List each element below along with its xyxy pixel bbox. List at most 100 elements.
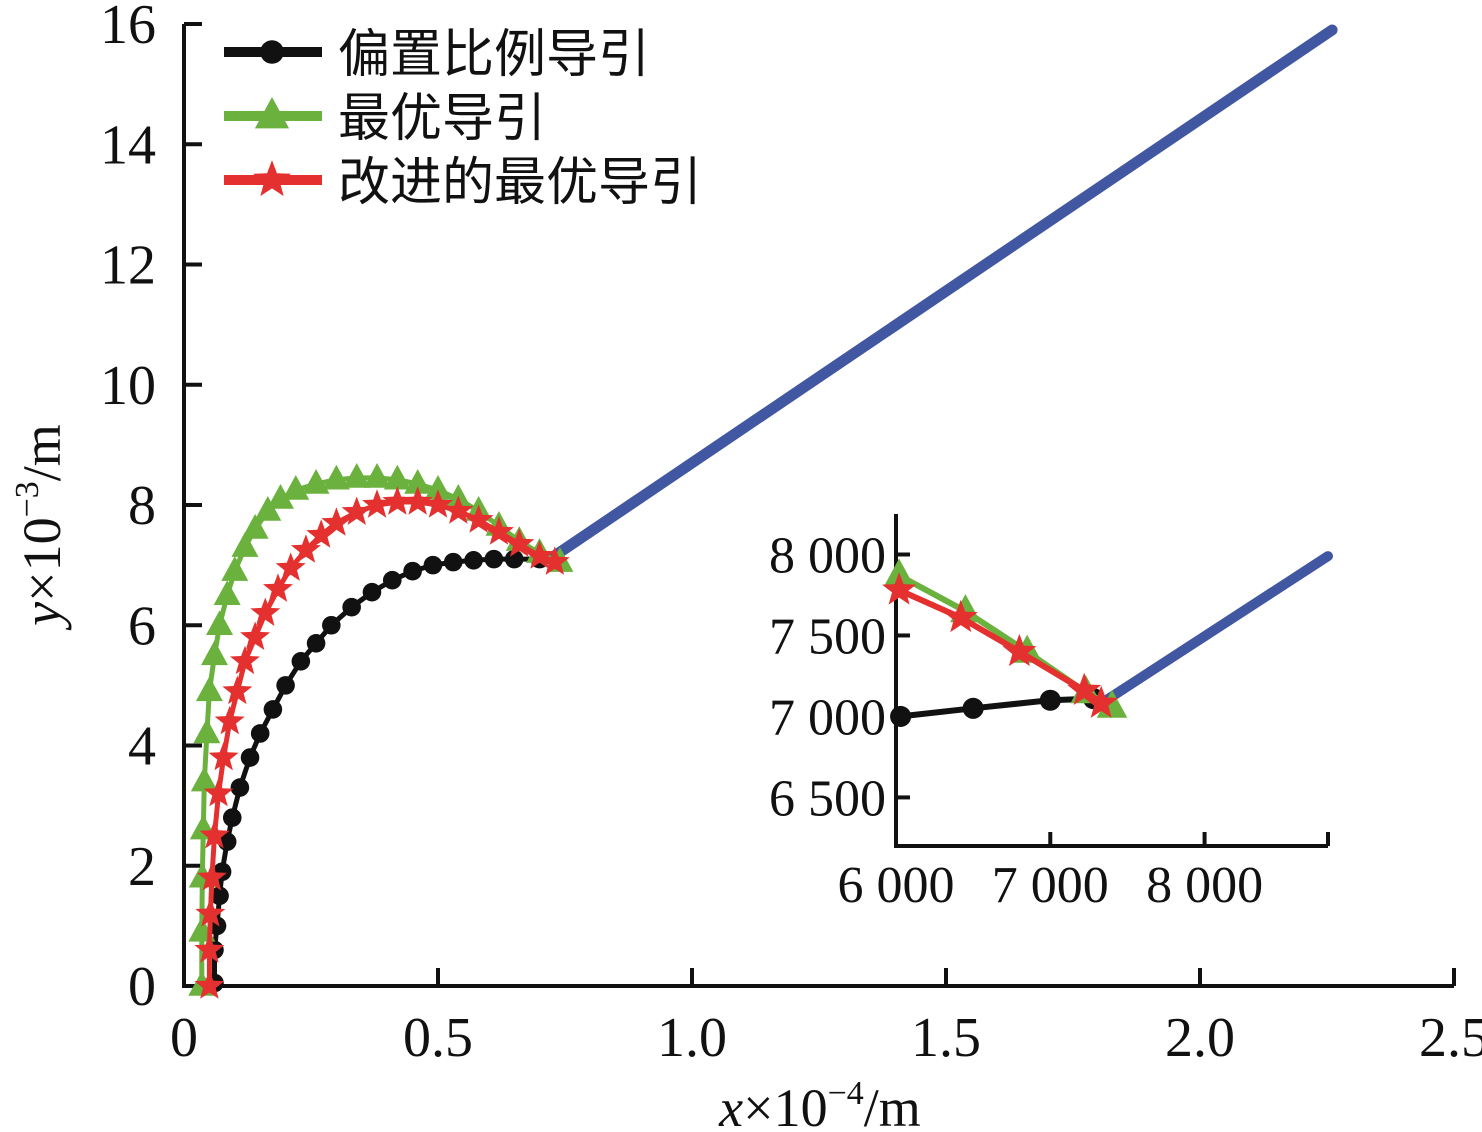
x-axis-label-unit: ×10: [743, 1078, 827, 1132]
legend-entry-optimal-guidance: 最优导引: [224, 89, 546, 149]
y-tick-label: 6: [128, 595, 156, 657]
improved-optimal-guidance-point: [504, 528, 535, 557]
improved-optimal-guidance-point: [290, 534, 321, 563]
biased-pn-point: [240, 748, 260, 767]
y-tick-label: 12: [100, 235, 156, 297]
biased-pn-point: [222, 808, 242, 827]
improved-optimal-guidance-point: [195, 898, 226, 927]
biased-pn-point: [210, 886, 229, 906]
main-series-group: [188, 24, 1338, 999]
optimal-guidance-point: [404, 468, 432, 494]
biased-pn-point: [276, 676, 295, 695]
y-tick-label: 2: [128, 836, 156, 898]
legend-marker: [253, 160, 291, 197]
x-tick-label: 2.0: [1165, 1007, 1235, 1069]
y-tick-label: 0: [128, 956, 156, 1018]
inset-x-tick-label: 7 000: [992, 857, 1109, 914]
improved-optimal-guidance-point: [402, 486, 433, 515]
improved-optimal-guidance-point: [362, 489, 392, 518]
biased-pn-point: [443, 552, 463, 572]
inset-biased-pn-point: [890, 705, 912, 727]
improved-optimal-guidance-point: [443, 495, 474, 524]
optimal-guidance-point: [424, 474, 452, 500]
legend-label: 最优导引: [338, 89, 546, 149]
inset-y-tick-label: 8 000: [769, 527, 886, 584]
biased-pn-point: [382, 570, 402, 590]
biased-pn-point: [423, 555, 443, 575]
biased-pn-point: [291, 652, 311, 671]
optimal-guidance-point: [302, 468, 330, 494]
biased-pn-point: [504, 549, 524, 569]
x-axis-label-var: x: [718, 1078, 743, 1132]
improved-optimal-guidance-point: [463, 504, 494, 533]
biased-pn-point: [306, 633, 326, 653]
biased-pn-point: [263, 700, 283, 719]
improved-optimal-guidance-point: [484, 516, 514, 545]
inset-x-tick-label: 6 000: [838, 857, 955, 914]
improved-optimal-guidance-point: [524, 540, 555, 569]
improved-optimal-guidance-point: [208, 741, 239, 771]
biased-pn-point: [464, 551, 483, 570]
y-axis-label-var: y: [12, 602, 72, 631]
main-axes: 0 0.5 1.0 1.5 2.0 2.5 0 2 4 6 8 10 12 14 16: [100, 0, 1482, 1069]
biased-pn-point: [230, 778, 250, 797]
improved-optimal-guidance-line: [206, 499, 558, 989]
y-axis-label: y×10−3/m: [9, 424, 72, 631]
optimal-guidance-point: [282, 474, 310, 500]
optimal-guidance-point: [206, 610, 234, 635]
improved-optimal-guidance-point: [214, 705, 245, 735]
inset-series-3-series: [1096, 551, 1333, 709]
inset-axis-frame: [894, 514, 1328, 848]
optimal-guidance-point: [241, 514, 269, 539]
improved-optimal-guidance-series: [194, 486, 570, 999]
improved-optimal-guidance-point: [194, 934, 225, 963]
optimal-guidance-point: [195, 676, 223, 702]
optimal-guidance-point: [383, 464, 411, 490]
legend-marker: [260, 40, 284, 64]
legend-marker: [254, 97, 290, 129]
improved-optimal-guidance-point: [240, 621, 271, 650]
x-tick-label: 1.5: [911, 1007, 981, 1069]
biased-pn-series: [205, 549, 549, 993]
inset-biased-pn-point: [1039, 689, 1061, 711]
improved-optimal-guidance-point: [203, 777, 234, 807]
improved-optimal-guidance-point: [194, 970, 225, 999]
series-3-line: [544, 24, 1338, 565]
y-tick-label: 8: [128, 475, 156, 537]
optimal-guidance-point: [200, 640, 228, 666]
improved-optimal-guidance-point: [197, 862, 227, 891]
x-tick-label: 0: [170, 1007, 198, 1069]
improved-optimal-guidance-point: [250, 597, 281, 626]
y-axis-label-unit: ×10: [12, 517, 72, 601]
y-axis-label-exp: −3: [9, 481, 46, 517]
optimal-guidance-point: [190, 766, 218, 792]
optimal-guidance-point: [231, 532, 259, 557]
inset-x-tick-label: 8 000: [1146, 857, 1263, 914]
improved-optimal-guidance-point: [321, 507, 352, 536]
biased-pn-point: [403, 561, 422, 581]
inset-improved-optimal-guidance-point: [1084, 685, 1119, 718]
inset-improved-optimal-guidance-point: [882, 572, 917, 605]
x-tick-label: 2.5: [1419, 1007, 1482, 1069]
optimal-guidance-point: [363, 462, 391, 488]
y-tick-label: 16: [100, 0, 156, 56]
optimal-guidance-point: [322, 464, 350, 490]
inset-improved-optimal-guidance-point: [1002, 633, 1037, 667]
improved-optimal-guidance-point: [382, 486, 413, 515]
biased-pn-point: [362, 582, 382, 602]
improved-optimal-guidance-point: [341, 496, 372, 525]
y-axis-label-suffix: /m: [12, 424, 72, 481]
improved-optimal-guidance-point: [222, 675, 253, 705]
inset-series-3-line: [1096, 551, 1333, 709]
improved-optimal-guidance-point: [199, 819, 230, 849]
improved-optimal-guidance-point: [423, 489, 453, 518]
inset-biased-pn-line: [897, 695, 1097, 720]
optimal-guidance-point: [221, 556, 249, 581]
improved-optimal-guidance-point: [306, 519, 337, 548]
inset-y-tick-label: 7 500: [769, 608, 886, 665]
legend-entry-improved-optimal-guidance: 改进的最优导引: [224, 153, 702, 213]
x-axis-label-suffix: /m: [864, 1078, 921, 1132]
biased-pn-point: [322, 615, 341, 635]
series-3-series: [544, 24, 1338, 565]
